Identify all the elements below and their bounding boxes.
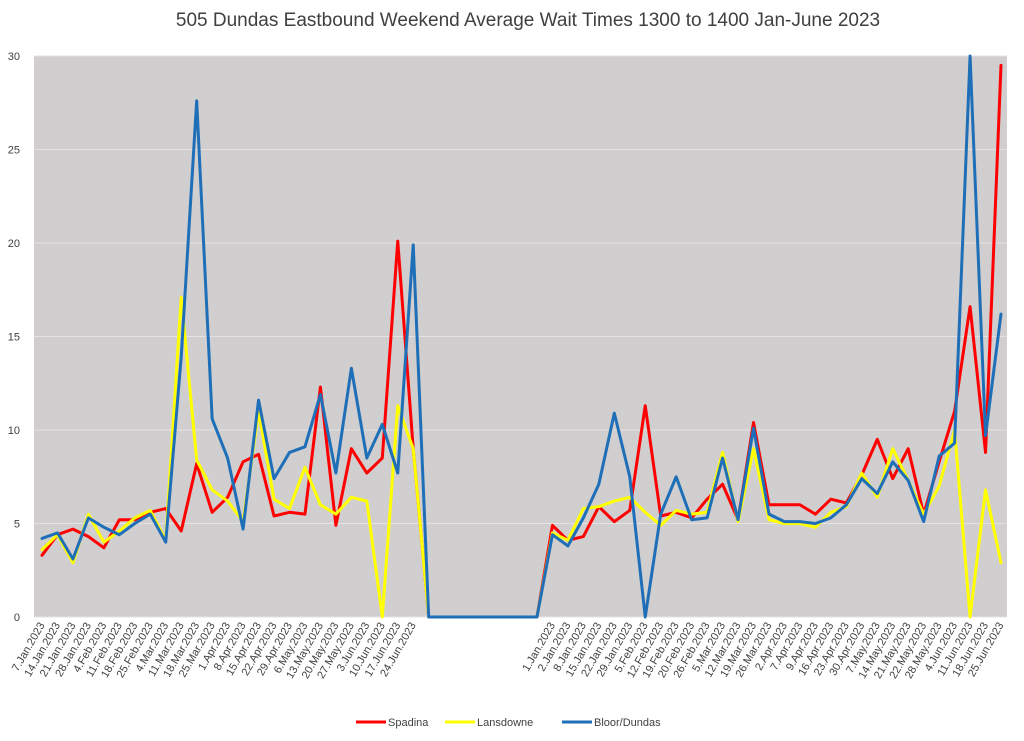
- y-tick-label: 25: [8, 145, 20, 157]
- legend-label-spadina: Spadina: [388, 717, 429, 729]
- series-line-bloor-dundas: [40, 54, 1003, 619]
- legend-label-bloor-dundas: Bloor/Dundas: [594, 717, 661, 729]
- y-tick-label: 20: [8, 238, 20, 250]
- gridlines: [34, 55, 1007, 618]
- y-tick-label: 5: [14, 519, 20, 531]
- legend-label-lansdowne: Lansdowne: [477, 717, 533, 729]
- chart-title: 505 Dundas Eastbound Weekend Average Wai…: [176, 10, 880, 31]
- y-tick-label: 0: [14, 612, 20, 624]
- y-axis: 0 5 10 15 20 25 30: [8, 51, 20, 624]
- legend: Spadina Lansdowne Bloor/Dundas: [356, 717, 661, 729]
- y-tick-label: 10: [8, 425, 20, 437]
- y-tick-label: 15: [8, 332, 20, 344]
- y-tick-label: 30: [8, 51, 20, 63]
- series-lines: [40, 54, 1003, 619]
